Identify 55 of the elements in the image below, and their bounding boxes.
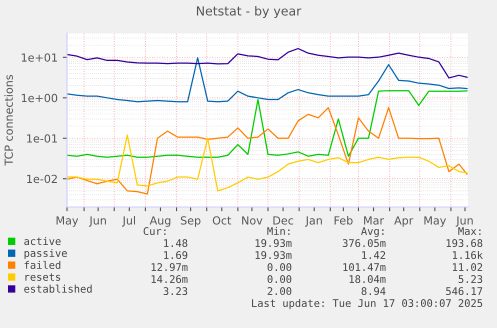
x-tick-label: Dec [273, 216, 294, 225]
x-tick-label: Jun [88, 216, 106, 227]
legend-label: established [24, 284, 92, 293]
text: 19.93m [256, 251, 292, 260]
line-series [67, 107, 468, 195]
text: 19.93m [256, 239, 292, 248]
line-series [67, 134, 468, 192]
x-tick-label: Mar [364, 216, 384, 225]
x-tick-label: Jan [305, 216, 322, 227]
x-tick-label: Sep [180, 216, 200, 227]
line-series [67, 57, 468, 102]
text: Avg: [361, 227, 384, 238]
y-tick-label: 1e+00 [22, 94, 58, 102]
x-tick-label: Jun [456, 216, 473, 227]
x-tick-label: Nov [242, 216, 262, 225]
y-tick-label: 1e+01 [22, 53, 57, 62]
x-tick-label: Oct [212, 216, 232, 225]
legend-label: active [24, 237, 61, 246]
x-tick-label: Apr [394, 216, 414, 227]
x-tick-label: May [424, 216, 446, 227]
text: 101.47m [343, 263, 386, 272]
chart-title: Netstat - by year [196, 6, 302, 18]
y-tick-label: 1e-02 [27, 174, 57, 184]
legend-label: failed [24, 260, 60, 269]
text: 1.48 [164, 239, 188, 248]
text: 12.97m [152, 263, 188, 272]
text: 1.16k [452, 250, 483, 260]
x-tick-label: Jul [122, 216, 135, 227]
text: 546.17 [446, 287, 482, 296]
x-tick-label: May [56, 216, 78, 227]
text: Min: [267, 226, 290, 235]
text: Cur: [144, 227, 166, 236]
line-series [67, 90, 468, 158]
line-series [67, 48, 468, 79]
text: 11.02 [452, 263, 482, 272]
y-axis-title: TCP connections [4, 74, 13, 166]
text: 376.05m [342, 239, 386, 248]
legend-label: passive [24, 248, 67, 260]
x-tick-label: Feb [334, 216, 353, 225]
text: 1.69 [164, 251, 188, 260]
text: 1.42 [362, 251, 386, 259]
text: 8.94 [362, 287, 386, 296]
x-tick-label: Aug [150, 216, 170, 227]
legend-label: resets [25, 273, 60, 281]
text: 193.68 [446, 239, 482, 248]
text: Last update: Tue Jun 17 03:00:07 2025 [252, 298, 482, 310]
text: 14.26m [152, 275, 188, 284]
text: 3.23 [164, 287, 188, 296]
text: 18.04m [350, 275, 386, 284]
y-tick-label: 1e-01 [27, 134, 57, 143]
text: 5.23 [458, 275, 482, 284]
text: Max: [458, 227, 480, 236]
text: 2.00 [268, 287, 292, 296]
text: 0.00 [268, 263, 292, 272]
text: 0.00 [268, 275, 292, 284]
